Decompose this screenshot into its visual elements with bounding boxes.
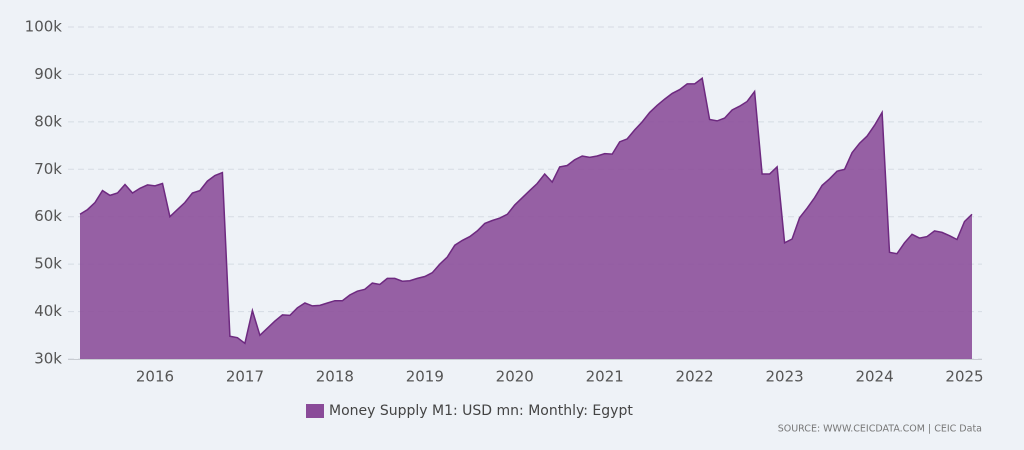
source: SOURCE: WWW.CEICDATA.COM | CEIC Data: [778, 424, 982, 435]
x-tick-label: 2023: [766, 368, 804, 386]
x-tick-label: 2021: [586, 368, 624, 386]
plot: [79, 76, 973, 359]
y-tick-label: 90k: [34, 65, 62, 83]
x-tick-label: 2016: [136, 368, 174, 386]
y-tick-label: 40k: [34, 302, 62, 320]
y-tick-label: 80k: [34, 112, 62, 130]
y-tick-label: 70k: [34, 160, 62, 178]
x-tick-label: 2022: [676, 368, 714, 386]
y-tick-label: 50k: [34, 255, 62, 273]
y-tick-label: 30k: [34, 350, 62, 368]
x-tick-label: 2018: [316, 368, 354, 386]
x-tick-label: 2017: [226, 368, 264, 386]
area: [80, 78, 972, 359]
legend-label: Money Supply M1: USD mn: Monthly: Egypt: [329, 403, 633, 419]
x-tick-label: 2020: [496, 368, 534, 386]
x-tick-label: 2019: [406, 368, 444, 386]
area-line: [79, 76, 973, 345]
x-tick-label: 2025: [945, 368, 983, 386]
axes: 30k 40k 50k 60k 70k 80k 90k 100k 2016 2017 2018 201…: [25, 18, 984, 386]
y-tick-label: 100k: [25, 18, 63, 36]
y-tick-label: 60k: [34, 207, 62, 225]
x-tick-label: 2024: [855, 368, 893, 386]
legend-swatch: [306, 404, 324, 418]
